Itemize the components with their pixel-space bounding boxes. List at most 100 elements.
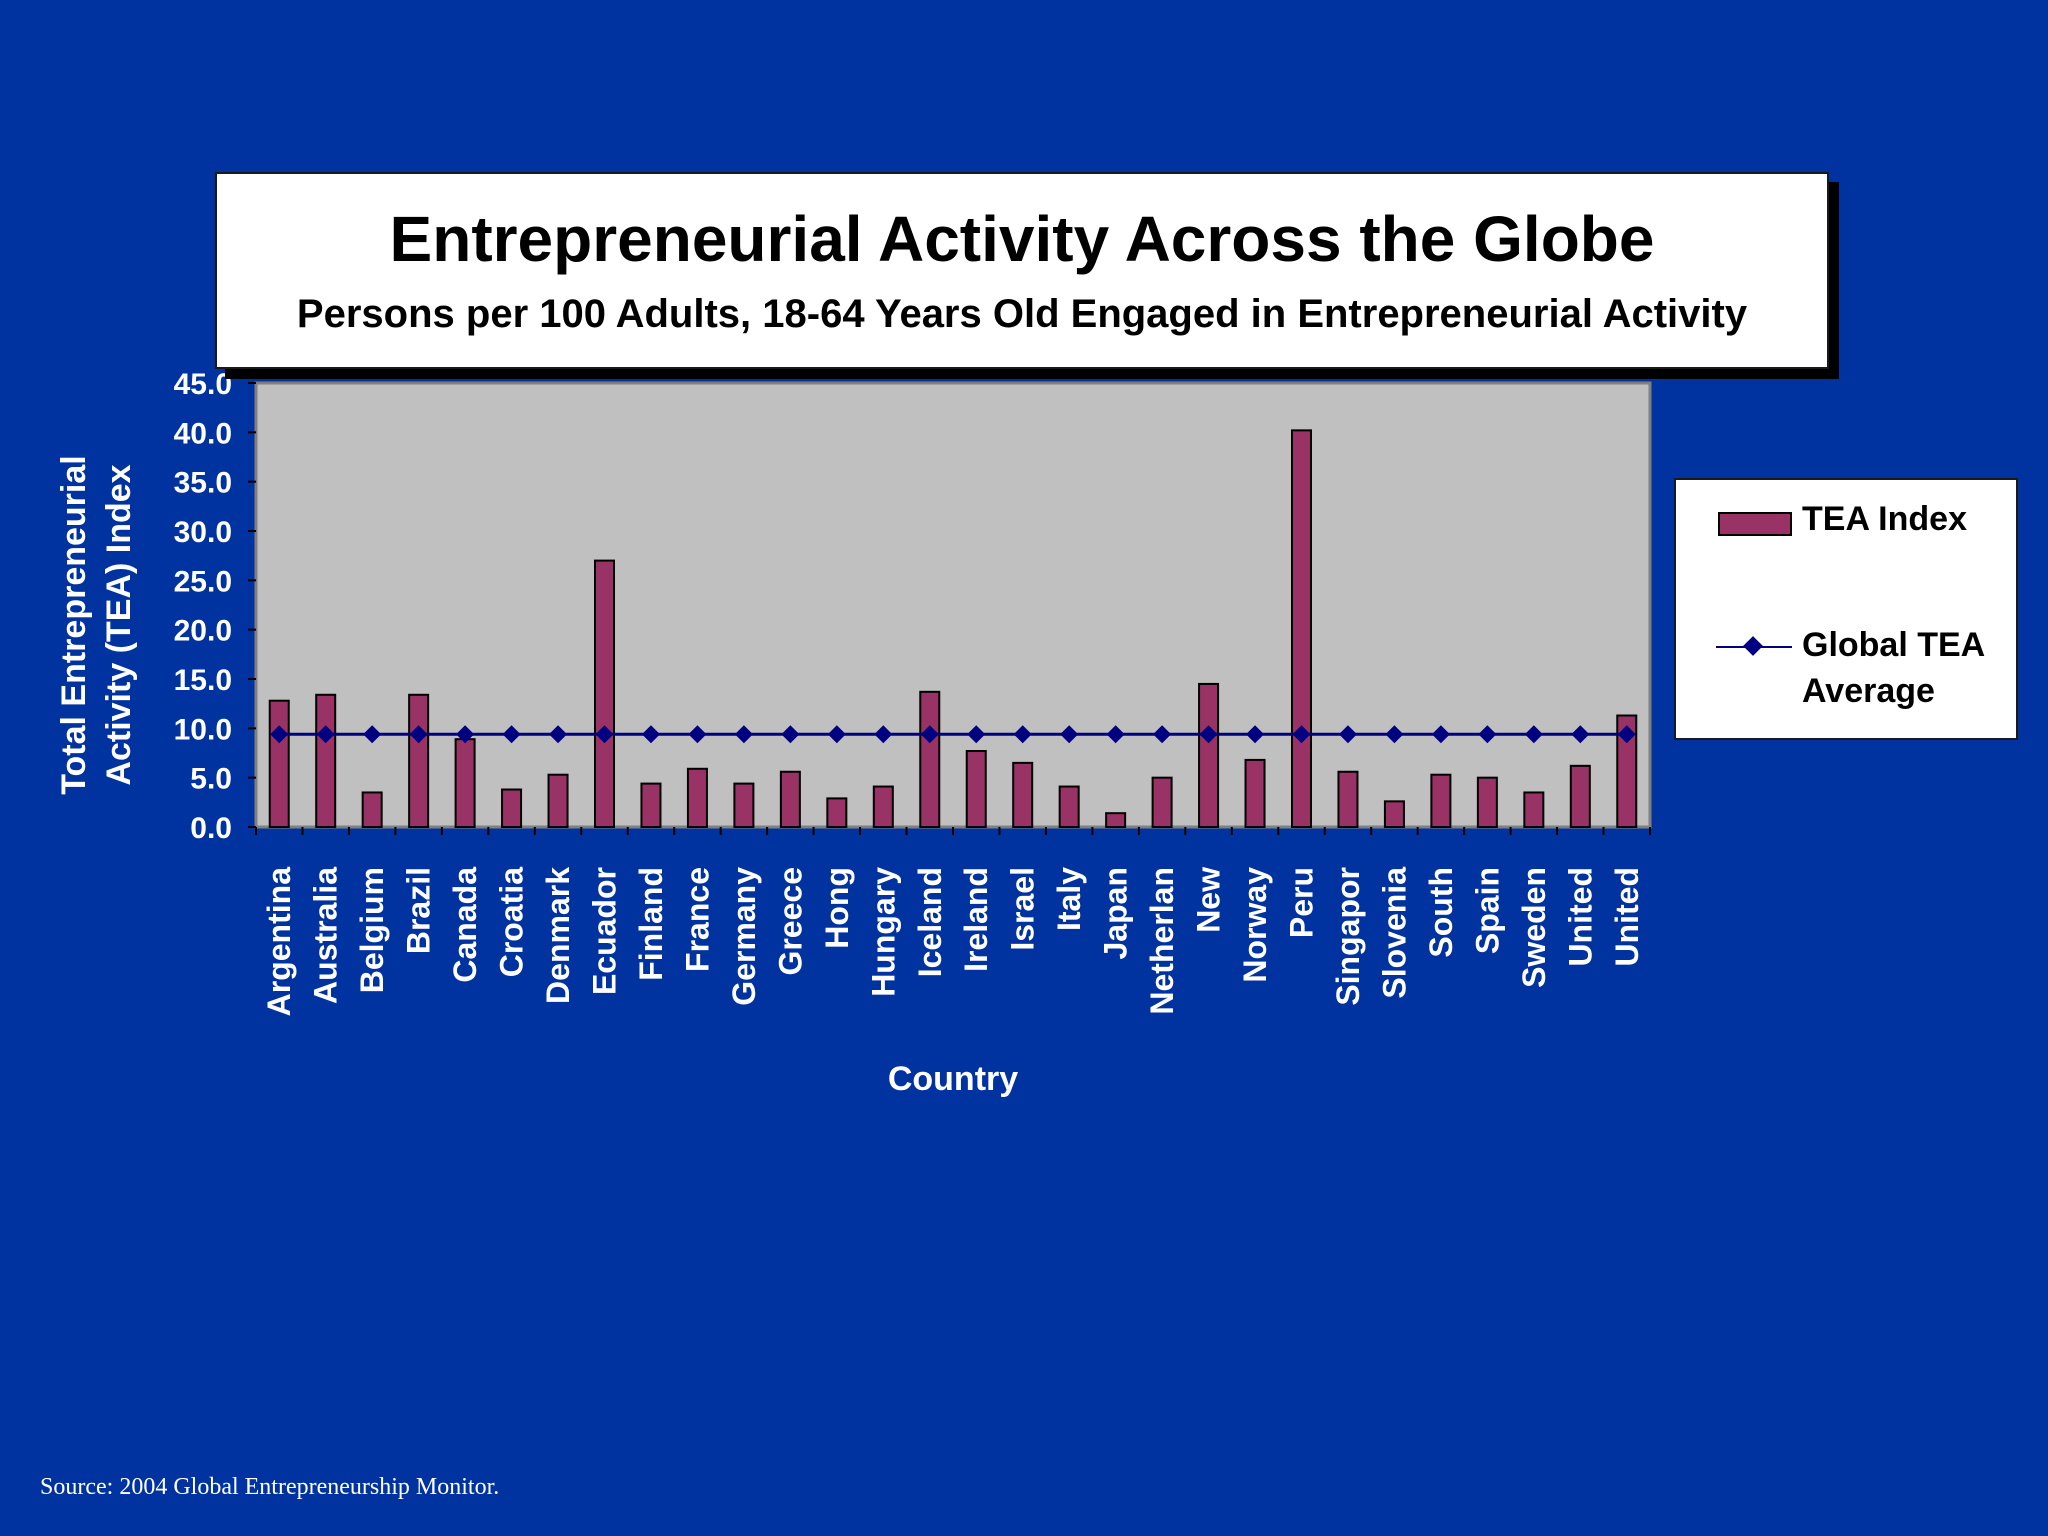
average-point [1385, 725, 1404, 744]
bar [361, 791, 383, 829]
bar [965, 750, 987, 829]
y-tick-label: 5.0 [190, 763, 232, 796]
average-point [874, 725, 893, 744]
average-point [1199, 725, 1218, 744]
x-tick-label: Japan [1098, 867, 1134, 959]
x-tick-label: Sweden [1516, 867, 1552, 988]
x-axis-title: Country [888, 1060, 1018, 1098]
x-tick-label: Slovenia [1376, 867, 1412, 999]
x-tick-label: Croatia [494, 867, 530, 977]
average-point [595, 725, 614, 744]
bar [1012, 761, 1034, 828]
x-tick-label: Hong [819, 867, 855, 949]
average-point [827, 725, 846, 744]
y-tick-label: 35.0 [174, 467, 232, 500]
y-tick-label: 40.0 [174, 417, 232, 450]
bar [1291, 429, 1312, 828]
bar [1105, 812, 1127, 828]
x-tick-label: Italy [1051, 867, 1087, 931]
x-tick-label: Singapor [1330, 867, 1366, 1006]
bar [1476, 776, 1498, 829]
legend-line-label: Global TEA Average [1802, 626, 1984, 710]
bar [733, 782, 755, 829]
bar [1523, 791, 1545, 829]
x-tick-label: Germany [726, 867, 762, 1006]
y-tick-label: 30.0 [174, 516, 232, 549]
average-point [967, 725, 986, 744]
x-tick-label: Ecuador [587, 867, 623, 995]
average-point [1106, 725, 1125, 744]
x-tick-label: Belgium [354, 867, 390, 993]
average-point [409, 725, 428, 744]
average-point [1153, 725, 1172, 744]
x-tick-label: Netherlan [1144, 867, 1180, 1015]
chart-title: Entrepreneurial Activity Across the Glob… [389, 203, 1655, 275]
bar [1569, 764, 1591, 828]
y-tick-label: 25.0 [174, 565, 232, 598]
y-tick-label: 0.0 [190, 812, 232, 845]
x-tick-label: Hungary [865, 867, 901, 997]
average-point [1060, 725, 1079, 744]
bar [640, 782, 662, 829]
average-point [641, 725, 660, 744]
x-tick-label: Denmark [540, 867, 576, 1004]
average-point [363, 725, 382, 744]
bar [547, 773, 569, 828]
average-point [1617, 725, 1636, 744]
legend: TEA Index Global TEA Average [1674, 478, 2018, 740]
average-line-group [270, 725, 1636, 744]
average-point [1246, 725, 1265, 744]
y-tick-label: 15.0 [174, 664, 232, 697]
average-point [502, 725, 521, 744]
average-point [456, 725, 475, 744]
x-axis: Argentina Australia Belgium Brazil Canada Cro… [255, 827, 1651, 1017]
bar [268, 699, 290, 828]
x-tick-label: Australia [308, 867, 344, 1004]
x-tick-label: Canada [447, 867, 483, 983]
x-tick-label: Iceland [912, 867, 948, 977]
bar [1058, 785, 1080, 829]
x-tick-label: Brazil [401, 867, 437, 954]
y-tick-label: 10.0 [174, 713, 232, 746]
average-point [1292, 725, 1311, 744]
x-tick-label: Finland [633, 867, 669, 981]
x-tick-label: Peru [1284, 867, 1320, 938]
bar [1337, 770, 1359, 828]
x-tick-label: Norway [1237, 867, 1273, 983]
bar [1244, 758, 1266, 829]
average-point [1571, 725, 1590, 744]
y-tick-label: 20.0 [174, 615, 232, 648]
legend-bar-label: TEA Index [1802, 500, 1967, 538]
average-point [688, 725, 707, 744]
average-point [270, 725, 289, 744]
average-point [549, 725, 568, 744]
x-tick-label: Israel [1005, 867, 1041, 951]
x-tick-label: United [1609, 867, 1645, 967]
average-point [1013, 725, 1032, 744]
bar [1383, 800, 1405, 829]
x-tick-label: Greece [772, 867, 808, 976]
average-point [734, 725, 753, 744]
x-tick-label: France [679, 867, 715, 972]
bar [408, 693, 430, 829]
bar [1198, 682, 1220, 829]
x-tick-label: South [1423, 867, 1459, 958]
legend-diamond-marker-icon [1743, 636, 1763, 656]
average-point [1338, 725, 1357, 744]
bar [779, 770, 801, 828]
x-tick-label: Argentina [261, 867, 297, 1017]
y-axis: 0.0 5.0 10.0 15.0 20.0 25.0 30.0 35.0 40.0 45.0 [174, 368, 256, 845]
y-axis-title-line-2: Activity (TEA) Index [100, 464, 138, 785]
average-point [1478, 725, 1497, 744]
y-tick-label: 45.0 [174, 368, 232, 401]
bar [686, 767, 708, 829]
average-point [920, 725, 939, 744]
bar [826, 797, 848, 828]
x-tick-label: United [1562, 867, 1598, 967]
legend-bar-swatch [1718, 512, 1792, 536]
average-point [1524, 725, 1543, 744]
bar [454, 738, 476, 828]
bar [1151, 776, 1173, 829]
bar [1430, 773, 1452, 828]
source-note: Source: 2004 Global Entrepreneurship Mon… [40, 1474, 500, 1500]
